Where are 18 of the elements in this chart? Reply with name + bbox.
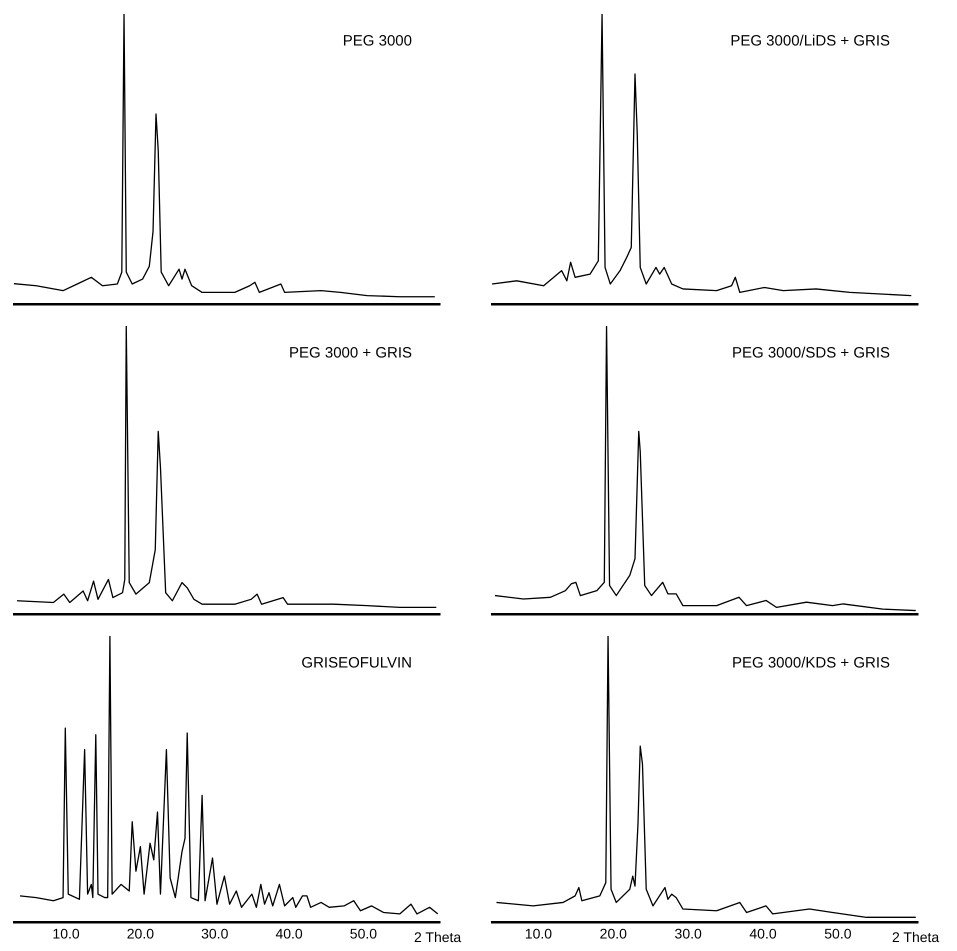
x-tick-label: 50.0 xyxy=(350,925,378,942)
x-tick-label: 20.0 xyxy=(126,925,154,942)
x-tick-label: 40.0 xyxy=(275,925,303,942)
x-tick-label: 10.0 xyxy=(52,925,80,942)
text: PEG 3000/KDS + GRIS xyxy=(732,654,890,672)
text: PEG 3000/SDS + GRIS xyxy=(732,344,890,362)
x-tick-label: 30.0 xyxy=(674,925,702,942)
x-axis-title: 2 Theta xyxy=(414,929,462,946)
x-tick-label: 30.0 xyxy=(201,925,229,942)
x-tick-label: 50.0 xyxy=(824,925,852,942)
text: PEG 3000 + GRIS xyxy=(289,344,412,362)
x-tick-label: 20.0 xyxy=(600,925,628,942)
x-tick-label: 10.0 xyxy=(524,925,552,942)
text: PEG 3000 xyxy=(342,32,412,50)
x-axis-title: 2 Theta xyxy=(892,929,940,946)
x-tick-label: 40.0 xyxy=(749,925,777,942)
text: PEG 3000/LiDS + GRIS xyxy=(730,32,890,50)
text: GRISEOFULVIN xyxy=(301,654,412,672)
